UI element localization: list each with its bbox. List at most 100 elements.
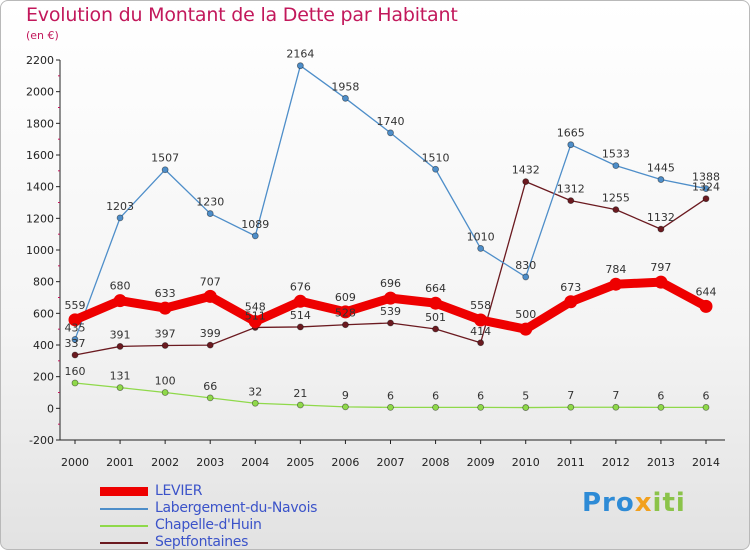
data-label-levier: 673 bbox=[560, 281, 581, 294]
y-tick-label: 1000 bbox=[26, 244, 54, 257]
data-point-levier bbox=[293, 294, 307, 308]
data-label-levier: 633 bbox=[155, 287, 176, 300]
data-point-chapelle-d-huin bbox=[522, 404, 530, 411]
x-tick-label: 2012 bbox=[602, 456, 630, 469]
data-point-levier bbox=[654, 275, 668, 289]
data-label-chapelle-d-huin: 9 bbox=[342, 389, 349, 402]
x-tick-label: 2001 bbox=[106, 456, 134, 469]
legend-swatch bbox=[100, 525, 148, 527]
data-label-septfontaines: 399 bbox=[200, 327, 221, 340]
x-tick-label: 2011 bbox=[557, 456, 585, 469]
data-label-levier: 559 bbox=[65, 299, 86, 312]
data-label-chapelle-d-huin: 7 bbox=[612, 389, 619, 402]
data-label-labergement-du-navois: 2164 bbox=[286, 48, 314, 61]
data-label-chapelle-d-huin: 6 bbox=[432, 389, 439, 402]
data-label-chapelle-d-huin: 5 bbox=[522, 390, 529, 403]
data-point-labergement-du-navois bbox=[296, 62, 304, 70]
data-point-septfontaines bbox=[387, 319, 394, 327]
data-label-labergement-du-navois: 1230 bbox=[196, 196, 224, 209]
data-label-chapelle-d-huin: 7 bbox=[567, 389, 574, 402]
data-point-septfontaines bbox=[342, 321, 349, 329]
data-point-chapelle-d-huin bbox=[206, 394, 214, 402]
data-point-chapelle-d-huin bbox=[702, 403, 710, 411]
y-tick-label: 200 bbox=[33, 371, 54, 384]
x-tick-label: 2004 bbox=[241, 456, 269, 469]
data-label-labergement-du-navois: 1507 bbox=[151, 152, 179, 165]
data-label-levier: 548 bbox=[245, 301, 266, 314]
data-point-septfontaines bbox=[702, 195, 710, 203]
y-tick-label: 800 bbox=[33, 276, 54, 289]
data-point-labergement-du-navois bbox=[206, 210, 214, 217]
data-label-chapelle-d-huin: 6 bbox=[387, 389, 394, 402]
data-label-labergement-du-navois: 1388 bbox=[692, 171, 720, 184]
data-point-chapelle-d-huin bbox=[657, 403, 665, 411]
data-point-labergement-du-navois bbox=[432, 165, 439, 173]
data-label-chapelle-d-huin: 21 bbox=[293, 387, 307, 400]
data-label-septfontaines: 528 bbox=[335, 307, 356, 320]
data-label-septfontaines: 1132 bbox=[647, 211, 675, 224]
legend-swatch bbox=[100, 508, 148, 510]
data-point-labergement-du-navois bbox=[161, 166, 169, 174]
data-label-chapelle-d-huin: 6 bbox=[703, 389, 710, 402]
data-point-levier bbox=[384, 291, 397, 305]
data-point-levier bbox=[338, 305, 352, 319]
data-label-septfontaines: 391 bbox=[110, 328, 131, 341]
legend-label: LEVIER bbox=[155, 483, 203, 499]
y-tick-label: 2000 bbox=[26, 86, 54, 99]
data-label-labergement-du-navois: 435 bbox=[65, 321, 86, 334]
x-tick-label: 2014 bbox=[692, 456, 720, 469]
data-label-chapelle-d-huin: 66 bbox=[203, 380, 217, 393]
data-point-labergement-du-navois bbox=[251, 232, 259, 240]
data-point-labergement-du-navois bbox=[657, 176, 665, 183]
chart-title: Evolution du Montant de la Dette par Hab… bbox=[26, 4, 458, 26]
data-point-septfontaines bbox=[477, 339, 485, 347]
data-point-chapelle-d-huin bbox=[161, 389, 169, 396]
y-tick-label: 2200 bbox=[26, 54, 54, 67]
data-point-septfontaines bbox=[657, 225, 665, 233]
data-label-labergement-du-navois: 830 bbox=[515, 259, 536, 272]
data-label-septfontaines: 1255 bbox=[602, 192, 630, 205]
x-tick-label: 2003 bbox=[196, 456, 224, 469]
data-label-levier: 707 bbox=[200, 275, 221, 288]
data-point-levier bbox=[564, 295, 578, 309]
data-label-labergement-du-navois: 1510 bbox=[422, 151, 450, 164]
data-label-labergement-du-navois: 1010 bbox=[467, 230, 495, 243]
x-tick-label: 2010 bbox=[512, 456, 540, 469]
data-point-levier bbox=[203, 289, 217, 303]
data-point-levier bbox=[113, 294, 127, 308]
data-point-labergement-du-navois bbox=[702, 185, 710, 192]
data-label-labergement-du-navois: 1089 bbox=[241, 218, 269, 231]
data-point-labergement-du-navois bbox=[71, 336, 79, 343]
data-point-septfontaines bbox=[567, 197, 575, 205]
data-label-septfontaines: 397 bbox=[155, 327, 176, 340]
data-label-labergement-du-navois: 1740 bbox=[377, 115, 405, 128]
data-point-levier bbox=[68, 313, 82, 327]
data-point-septfontaines bbox=[71, 351, 79, 359]
data-point-labergement-du-navois bbox=[567, 141, 575, 149]
logo-part-1: Pro bbox=[582, 488, 635, 518]
x-tick-label: 2002 bbox=[151, 456, 179, 469]
data-label-septfontaines: 1432 bbox=[512, 164, 540, 177]
data-label-levier: 797 bbox=[650, 261, 671, 274]
y-tick-label: 1200 bbox=[26, 212, 54, 225]
legend-item-labergement-du-navois: Labergement-du-Navois bbox=[100, 501, 400, 515]
data-label-chapelle-d-huin: 131 bbox=[110, 370, 131, 383]
data-point-labergement-du-navois bbox=[477, 245, 485, 252]
legend-item-chapelle-d-huin: Chapelle-d'Huin bbox=[100, 518, 400, 532]
legend-item-levier: LEVIER bbox=[100, 484, 400, 498]
y-tick-label: 1400 bbox=[26, 181, 54, 194]
data-label-levier: 664 bbox=[425, 282, 446, 295]
data-label-chapelle-d-huin: 32 bbox=[248, 385, 262, 398]
data-point-levier bbox=[429, 296, 443, 310]
data-point-labergement-du-navois bbox=[342, 94, 349, 102]
data-label-chapelle-d-huin: 6 bbox=[657, 389, 664, 402]
y-tick-label: 1600 bbox=[26, 149, 54, 162]
data-point-levier bbox=[609, 277, 623, 291]
data-point-chapelle-d-huin bbox=[387, 403, 394, 411]
data-label-septfontaines: 501 bbox=[425, 311, 446, 324]
data-point-chapelle-d-huin bbox=[567, 403, 575, 411]
y-tick-label: 400 bbox=[33, 339, 54, 352]
data-point-labergement-du-navois bbox=[387, 129, 394, 137]
data-point-chapelle-d-huin bbox=[342, 403, 349, 411]
